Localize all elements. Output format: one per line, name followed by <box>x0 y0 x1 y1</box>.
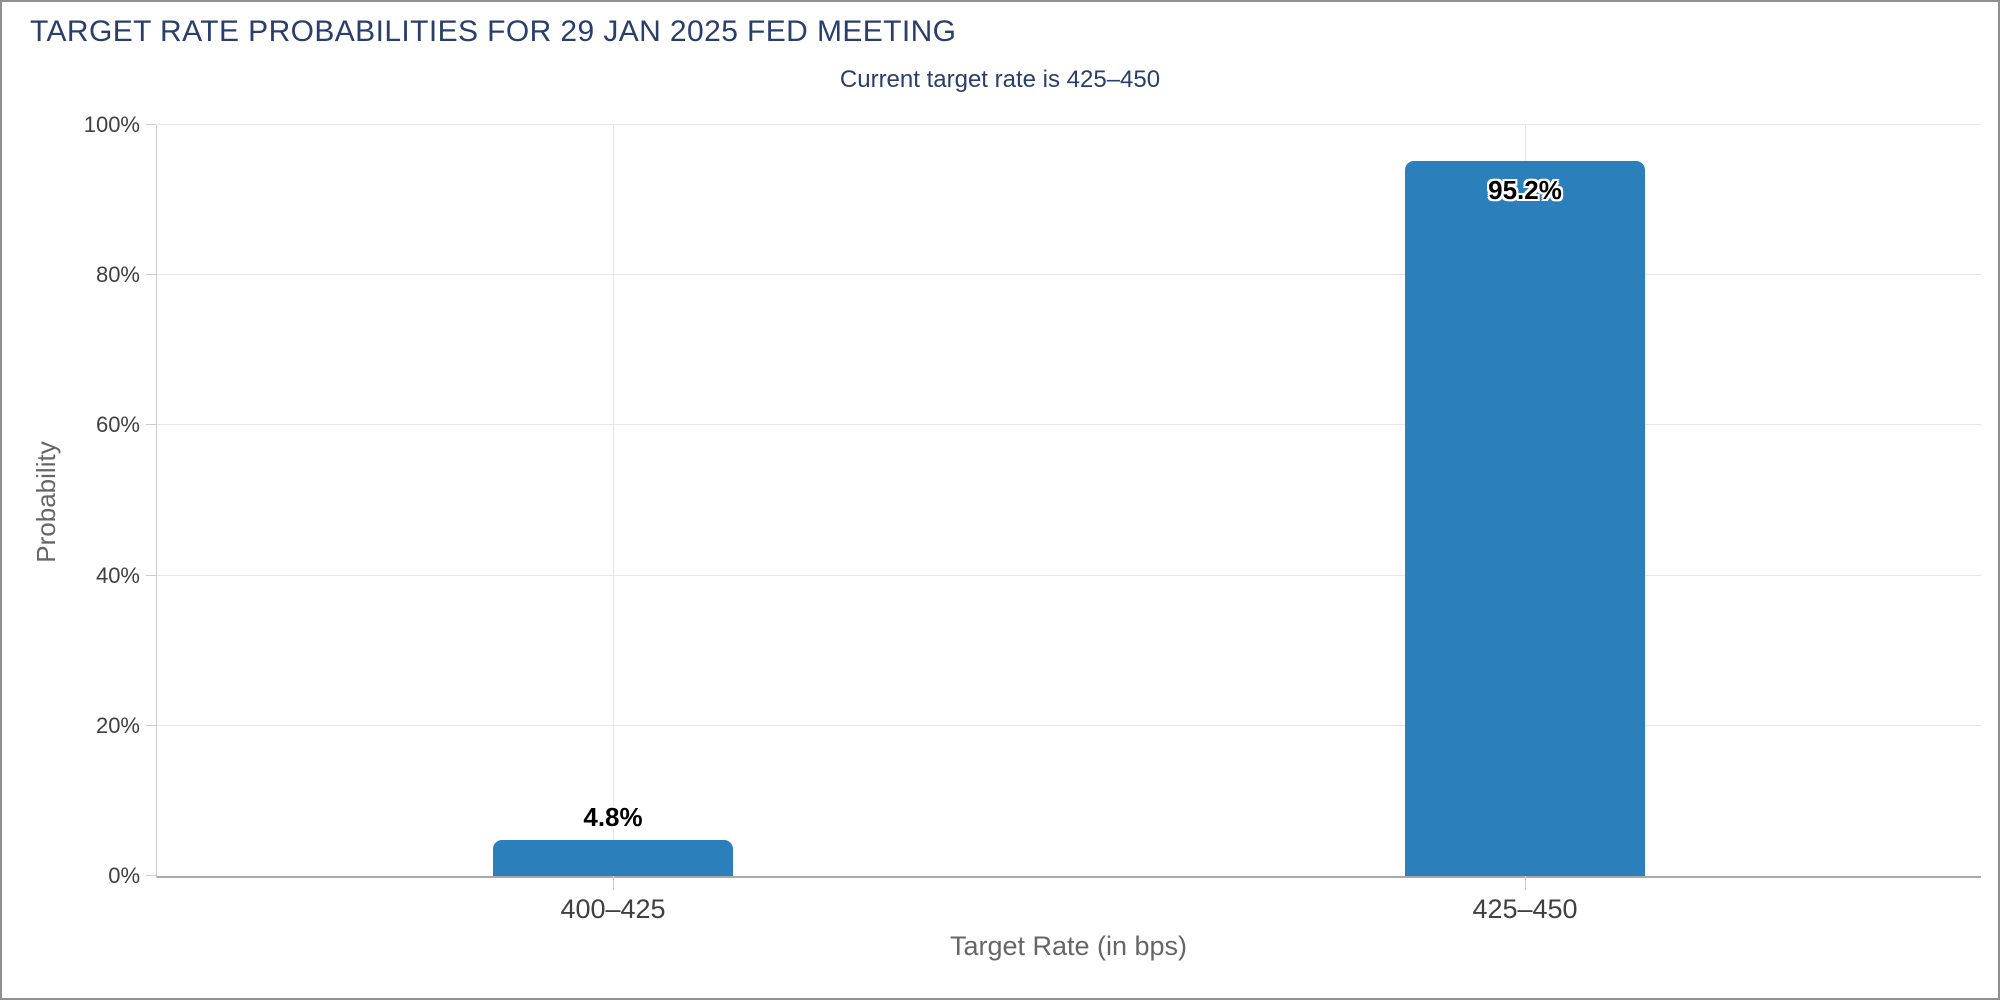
h-gridline <box>157 724 1981 726</box>
h-gridline <box>157 274 1981 276</box>
x-axis-tick <box>1525 876 1526 890</box>
chart-title: TARGET RATE PROBABILITIES FOR 29 JAN 202… <box>30 15 957 48</box>
y-axis-title: Probability <box>31 441 61 563</box>
v-gridline <box>613 125 614 876</box>
plot-area: 0% 20% 40% 60% 80% 100% 4.8% 400–425 95.2% 425–45… <box>84 112 1981 924</box>
h-gridline <box>157 574 1981 576</box>
y-axis-tick <box>146 274 156 276</box>
y-axis-tick <box>146 574 156 576</box>
bar-400-425[interactable] <box>493 839 733 876</box>
y-axis-tick <box>146 875 156 876</box>
x-axis-title: Target Rate (in bps) <box>949 931 1188 961</box>
y-tick-label: 80% <box>95 262 140 288</box>
x-tick-label: 425–450 <box>1472 894 1578 924</box>
y-tick-label: 40% <box>95 562 140 588</box>
y-axis-tick <box>146 124 156 125</box>
h-gridline <box>157 424 1981 426</box>
chart-subtitle: Current target rate is 425–450 <box>839 66 1161 93</box>
y-axis-tick <box>146 724 156 726</box>
y-tick-label: 20% <box>95 712 140 738</box>
y-tick-label: 0% <box>108 863 140 888</box>
bar-value-label: 95.2% <box>1488 175 1562 206</box>
x-axis-tick <box>613 876 614 890</box>
x-tick-label: 400–425 <box>560 894 666 924</box>
bar-value-label: 4.8% <box>583 801 643 832</box>
y-tick-label: 100% <box>83 112 140 137</box>
y-axis-tick <box>146 424 156 426</box>
h-gridline <box>157 124 1981 125</box>
bar-425-450[interactable] <box>1405 161 1645 876</box>
y-tick-label: 60% <box>95 412 140 438</box>
